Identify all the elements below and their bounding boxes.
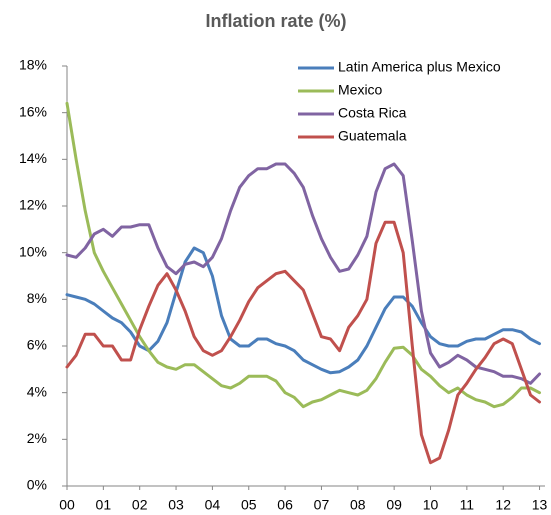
x-tick-label: 07: [314, 497, 330, 513]
x-tick-label: 09: [386, 497, 402, 513]
y-tick-label: 10%: [19, 243, 47, 259]
legend-label: Mexico: [338, 82, 383, 98]
x-tick-label: 06: [277, 497, 293, 513]
y-tick-label: 16%: [19, 103, 47, 119]
x-tick-label: 12: [495, 497, 511, 513]
legend-label: Costa Rica: [338, 105, 407, 121]
x-tick-label: 11: [460, 497, 475, 513]
x-tick-label: 01: [96, 497, 112, 513]
y-tick-label: 0%: [27, 477, 47, 493]
y-tick-label: 14%: [19, 150, 47, 166]
chart-title: Inflation rate (%): [205, 11, 346, 31]
x-tick-label: 02: [132, 497, 148, 513]
series-line: [65, 246, 541, 375]
x-tick-label: 00: [59, 497, 75, 513]
y-tick-label: 4%: [27, 383, 47, 399]
series-line: [65, 220, 541, 465]
series-line: [65, 162, 541, 385]
x-tick-label: 10: [423, 497, 439, 513]
y-tick-label: 18%: [19, 57, 47, 73]
legend-label: Latin America plus Mexico: [338, 59, 501, 75]
x-tick-label: 04: [205, 497, 221, 513]
x-tick-label: 13: [532, 497, 548, 513]
x-tick-label: 03: [168, 497, 184, 513]
x-tick-label: 05: [241, 497, 257, 513]
x-tick-label: 08: [350, 497, 366, 513]
y-tick-label: 8%: [27, 290, 47, 306]
y-tick-label: 2%: [27, 430, 47, 446]
y-tick-label: 6%: [27, 337, 47, 353]
y-tick-label: 12%: [19, 197, 47, 213]
legend-label: Guatemala: [338, 128, 407, 144]
